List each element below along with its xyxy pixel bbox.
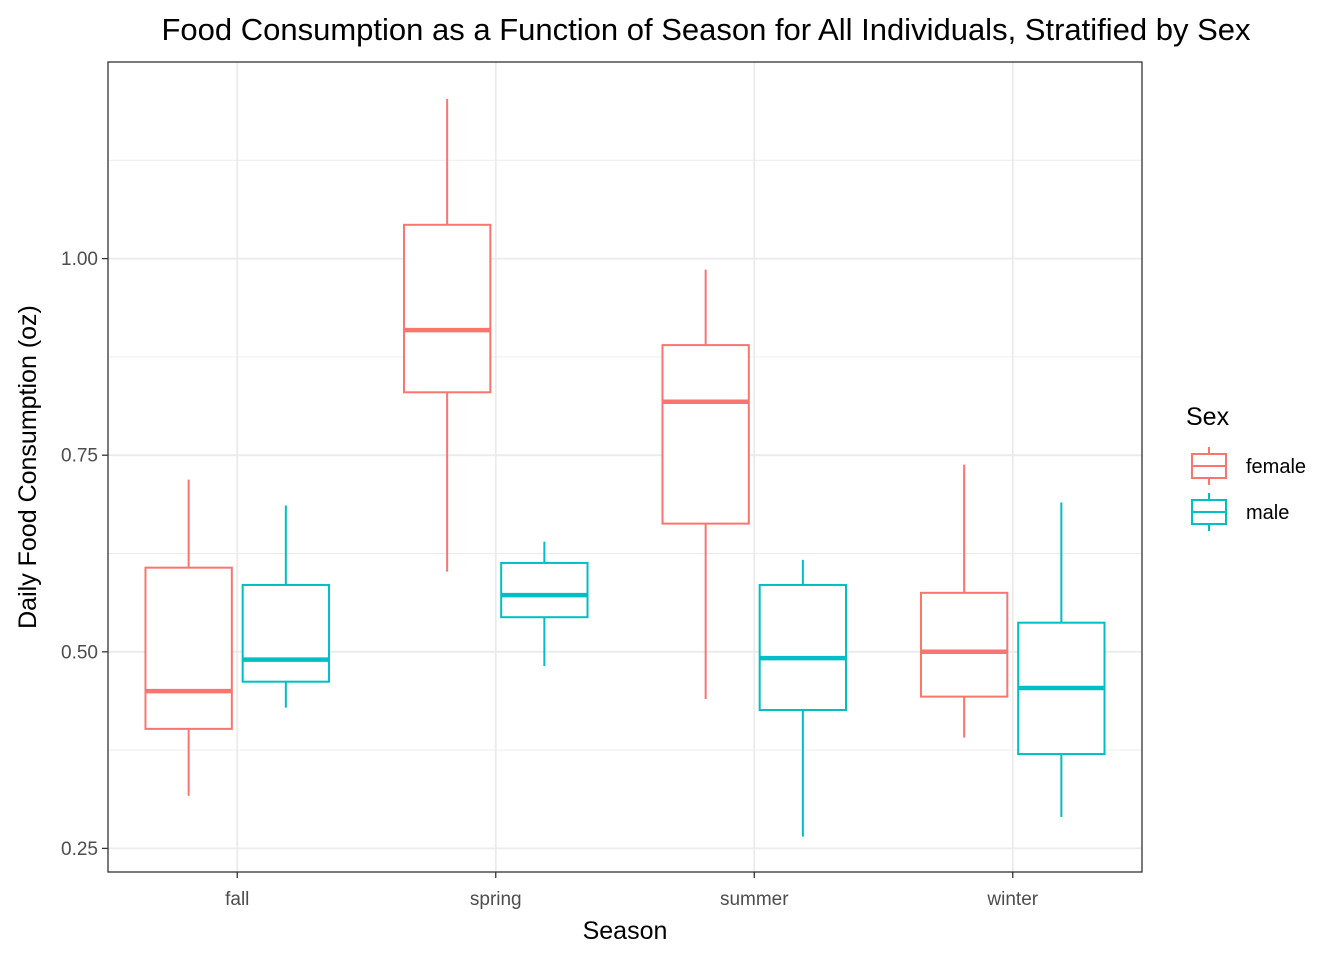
box-male-fall bbox=[241, 505, 331, 708]
chart-title: Food Consumption as a Function of Season… bbox=[161, 12, 1251, 47]
y-tick-label: 1.00 bbox=[61, 249, 98, 270]
box-iqr bbox=[500, 561, 589, 619]
box-iqr bbox=[402, 223, 492, 394]
box-iqr bbox=[758, 583, 848, 712]
legend-key-male: male bbox=[1191, 493, 1289, 531]
box-groups bbox=[144, 98, 1106, 837]
x-tick-label: winter bbox=[986, 889, 1038, 910]
box-male-spring bbox=[500, 541, 589, 666]
axis-ticks: 0.25 0.50 0.75 1.00 fall spring summer winter bbox=[61, 249, 1039, 910]
y-tick-label: 0.75 bbox=[61, 446, 98, 467]
x-tick-label: summer bbox=[720, 889, 789, 910]
x-axis-title: Season bbox=[583, 917, 668, 945]
y-tick-label: 0.50 bbox=[61, 642, 98, 663]
box-iqr bbox=[144, 566, 233, 730]
box-iqr bbox=[919, 591, 1009, 698]
y-axis-title: Daily Food Consumption (oz) bbox=[14, 305, 42, 629]
box-iqr bbox=[241, 583, 331, 683]
y-tick-label: 0.25 bbox=[61, 839, 98, 860]
box-female-spring bbox=[402, 98, 492, 572]
plot-background bbox=[108, 62, 1142, 872]
box-male-summer bbox=[758, 559, 848, 837]
box-female-summer bbox=[661, 269, 750, 699]
box-female-winter bbox=[919, 464, 1009, 738]
legend-key-female: female bbox=[1191, 447, 1306, 485]
legend-label: male bbox=[1246, 502, 1289, 524]
box-female-fall bbox=[144, 479, 233, 796]
plot-border bbox=[107, 61, 1143, 873]
legend-title: Sex bbox=[1186, 403, 1230, 431]
box-iqr bbox=[661, 344, 750, 525]
x-tick-label: spring bbox=[470, 889, 522, 910]
legend-label: female bbox=[1246, 456, 1306, 478]
legend: Sex female male bbox=[1186, 403, 1306, 531]
x-tick-label: fall bbox=[225, 889, 249, 910]
grid-lines bbox=[108, 62, 1142, 872]
legend-keys: female male bbox=[1191, 447, 1306, 531]
box-male-winter bbox=[1017, 502, 1106, 817]
